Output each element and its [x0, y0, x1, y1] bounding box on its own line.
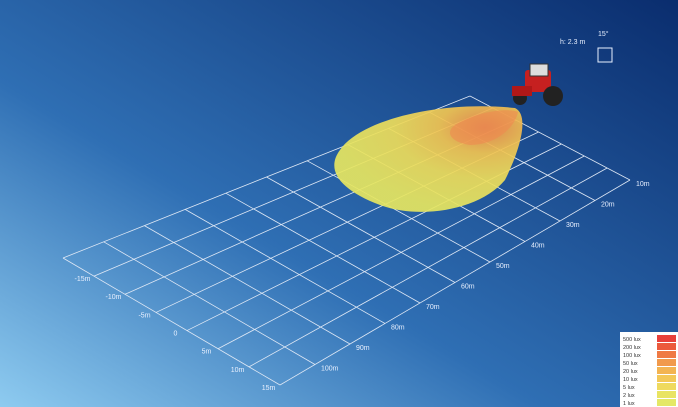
legend-label: 50 lux	[623, 361, 638, 367]
side-axis-label: 0	[174, 331, 178, 338]
side-axis-label: -5m	[138, 312, 150, 319]
grid-line	[103, 241, 316, 365]
range-axis-label: 100m	[321, 366, 339, 373]
legend-swatch	[657, 367, 676, 374]
range-axis-label: 90m	[356, 345, 370, 352]
range-axis-label: 30m	[566, 222, 580, 229]
side-axis-label: -15m	[75, 276, 91, 283]
legend: 500 lux 200 lux 100 lux 50 lux 20 lux 10 lux 5…	[620, 332, 678, 407]
legend-label: 20 lux	[623, 369, 638, 375]
range-axis-label: 70m	[426, 304, 440, 311]
legend-label: 200 lux	[623, 345, 641, 351]
range-axis-label: 50m	[496, 263, 510, 270]
tractor	[512, 63, 563, 106]
grid-line	[184, 209, 386, 324]
grid-line	[266, 176, 456, 283]
legend-swatch	[657, 383, 676, 390]
grid-line	[144, 225, 351, 345]
grid-line	[307, 160, 491, 263]
legend-swatch	[657, 391, 676, 398]
grid-line	[225, 192, 421, 304]
grid-line	[62, 257, 281, 386]
legend-label: 100 lux	[623, 353, 641, 359]
range-axis-label: 20m	[601, 202, 615, 209]
light-core	[450, 110, 518, 145]
side-axis-label: -10m	[106, 294, 122, 301]
range-axis-label: 40m	[531, 243, 545, 250]
legend-swatch	[657, 359, 676, 366]
legend-swatch	[657, 343, 676, 350]
legend-label: 2 lux	[623, 393, 635, 399]
range-axis-label: 10m	[636, 181, 650, 188]
legend-label: 5 lux	[623, 385, 635, 391]
mount-icon	[597, 47, 613, 63]
range-axis-label: 60m	[461, 284, 475, 291]
legend-label: 1 lux	[623, 401, 635, 407]
mount-height: h: 2.3 m	[560, 39, 585, 46]
range-axis-label: 80m	[391, 325, 405, 332]
side-axis-label: 5m	[202, 349, 212, 356]
legend-swatch	[657, 375, 676, 382]
side-axis-label: 10m	[231, 367, 245, 374]
legend-swatch	[657, 399, 676, 406]
legend-label: 10 lux	[623, 377, 638, 383]
legend-swatch	[657, 351, 676, 358]
legend-label: 500 lux	[623, 337, 641, 343]
legend-swatch	[657, 335, 676, 342]
side-axis-label: 15m	[262, 385, 276, 392]
mount-angle: 15°	[598, 30, 609, 38]
